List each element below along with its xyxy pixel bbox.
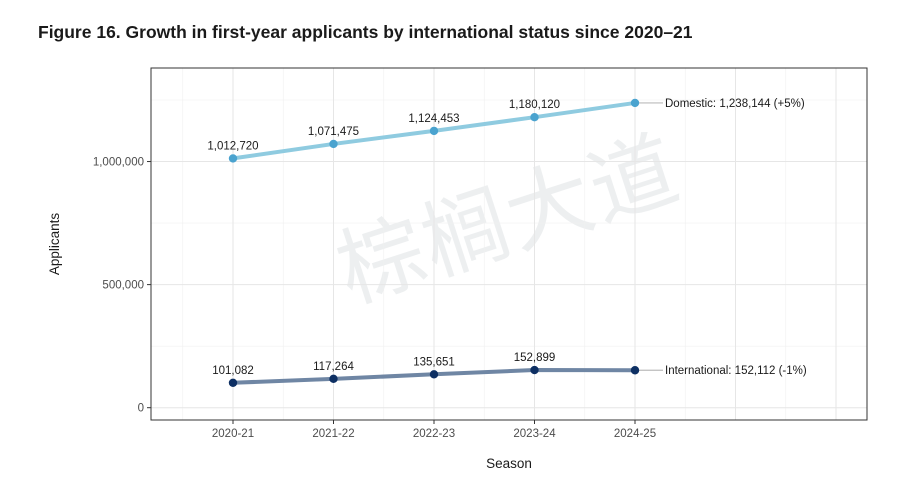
- x-tick-label: 2024-25: [614, 428, 656, 440]
- international-end-label: International: 152,112 (-1%): [665, 365, 807, 377]
- international-data-label: 152,899: [514, 352, 556, 364]
- plot-border: [150, 67, 868, 421]
- series-layer: 1,012,720 1,071,475 1,124,453 1,180,120 Dome…: [207, 98, 807, 388]
- domestic-end-label: Domestic: 1,238,144 (+5%): [665, 98, 805, 110]
- domestic-data-label: 1,180,120: [509, 99, 560, 111]
- domestic-point: [630, 98, 640, 108]
- x-axis-ticks: 2020-21 2021-22 2022-23 2023-24 2024-25: [212, 420, 656, 440]
- domestic-data-label: 1,124,453: [408, 113, 459, 125]
- domestic-data-label: 1,071,475: [308, 126, 359, 138]
- international-point: [530, 365, 539, 375]
- domestic-point: [329, 139, 338, 149]
- y-axis-ticks: 0 500,000 1,000,000: [93, 157, 151, 415]
- international-point: [429, 370, 439, 379]
- x-tick-label: 2020-21: [212, 428, 254, 440]
- x-tick-label: 2023-24: [513, 428, 556, 440]
- international-point: [329, 374, 338, 384]
- international-point: [630, 366, 640, 375]
- international-point: [228, 378, 238, 388]
- gridlines: [151, 68, 867, 420]
- domestic-point: [429, 126, 439, 136]
- y-axis-label: Applicants: [47, 213, 62, 276]
- x-tick-label: 2022-23: [413, 428, 455, 440]
- y-tick-label: 500,000: [102, 280, 144, 292]
- figure-title: Figure 16. Growth in first-year applican…: [38, 22, 693, 42]
- domestic-point: [530, 113, 539, 122]
- international-data-label: 101,082: [212, 365, 254, 377]
- domestic-point: [228, 154, 238, 163]
- x-tick-label: 2021-22: [312, 428, 354, 440]
- y-tick-label: 0: [138, 403, 144, 415]
- x-axis-label: Season: [486, 456, 532, 471]
- domestic-data-label: 1,012,720: [207, 140, 258, 152]
- y-tick-label: 1,000,000: [93, 157, 144, 169]
- international-data-label: 135,651: [413, 356, 455, 368]
- international-data-label: 117,264: [313, 361, 354, 373]
